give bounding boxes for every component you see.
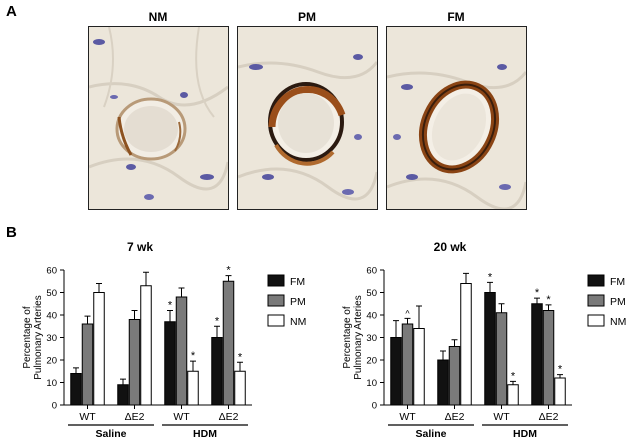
panel-a-label: A xyxy=(6,3,17,20)
group-label: Saline xyxy=(416,428,447,440)
y-tick-label: 60 xyxy=(46,266,57,277)
x-tick-label: WT xyxy=(493,411,510,423)
significance-mark: * xyxy=(488,271,493,283)
bar-chart-20wk: 0 10 20 30 40 50 60 Percentage of Pulmonary Arte… xyxy=(342,266,626,441)
y-tick-label: 60 xyxy=(366,266,377,277)
bar-fm xyxy=(531,303,543,406)
y-tick-label: 30 xyxy=(46,333,57,344)
y-axis-label-line1: Percentage of xyxy=(342,306,353,368)
y-tick-label: 0 xyxy=(372,401,377,412)
significance-mark: * xyxy=(511,370,516,382)
legend-swatch-pm xyxy=(267,294,285,307)
y-tick-label: 40 xyxy=(366,311,377,322)
bar-nm xyxy=(140,285,152,406)
y-axis-label-line2: Pulmonary Arteries xyxy=(353,295,364,379)
y-tick-label: 0 xyxy=(52,401,57,412)
bar-pm xyxy=(448,346,461,406)
y-tick-label: 10 xyxy=(366,378,377,389)
bar-fm xyxy=(70,373,82,406)
bar-fm xyxy=(437,359,449,406)
micrograph-fm xyxy=(386,26,527,210)
panel-b-label: B xyxy=(6,224,17,241)
significance-mark: * xyxy=(215,315,220,327)
bar-pm xyxy=(495,312,508,406)
y-axis-label-line1: Percentage of xyxy=(22,306,33,368)
bar-fm xyxy=(117,384,129,406)
legend-label-nm: NM xyxy=(290,316,306,328)
significance-mark: ^ xyxy=(405,308,410,318)
bar-pm xyxy=(401,323,414,406)
y-tick-label: 20 xyxy=(46,356,57,367)
bar-fm xyxy=(211,337,223,406)
legend-label-pm: PM xyxy=(290,296,306,308)
micrograph-title-fm: FM xyxy=(447,10,465,24)
group-label: HDM xyxy=(193,428,217,440)
x-tick-label: ΔE2 xyxy=(125,411,145,423)
chart-title-7wk: 7 wk xyxy=(126,240,153,254)
x-tick-label: WT xyxy=(399,411,416,423)
significance-mark: * xyxy=(168,300,173,312)
legend-label-fm: FM xyxy=(290,276,305,288)
legend-swatch-pm xyxy=(587,294,605,307)
bar-pm xyxy=(222,280,235,406)
micrograph-title-nm: NM xyxy=(148,10,168,24)
significance-mark: * xyxy=(535,287,540,299)
micrograph-pm-image xyxy=(238,27,377,209)
micrograph-fm-image xyxy=(387,27,526,209)
micrograph-title-pm: PM xyxy=(298,10,316,24)
significance-mark: * xyxy=(226,265,231,277)
significance-mark: * xyxy=(191,350,196,362)
legend-swatch-nm xyxy=(587,314,605,327)
bar-pm xyxy=(542,310,555,406)
bar-chart-7wk: 0 10 20 30 40 50 60 Percentage of Pulmonary Arte… xyxy=(22,265,306,440)
y-tick-label: 20 xyxy=(366,356,377,367)
group-label: HDM xyxy=(513,428,537,440)
bar-nm xyxy=(413,328,425,406)
group-label: Saline xyxy=(96,428,127,440)
y-tick-label: 30 xyxy=(366,333,377,344)
y-tick-label: 10 xyxy=(46,378,57,389)
bar-fm xyxy=(390,337,402,406)
micrograph-nm-image xyxy=(89,27,228,209)
bar-pm xyxy=(81,323,94,406)
x-tick-label: WT xyxy=(173,411,190,423)
chart-title-20wk: 20 wk xyxy=(433,240,467,254)
y-axis-label-line2: Pulmonary Arteries xyxy=(33,295,44,379)
bar-fm xyxy=(484,292,496,406)
bar-nm xyxy=(93,292,105,406)
significance-mark: * xyxy=(238,351,243,363)
legend-swatch-fm xyxy=(587,274,605,287)
micrograph-nm xyxy=(88,26,229,210)
x-tick-label: ΔE2 xyxy=(539,411,559,423)
significance-mark: * xyxy=(558,364,563,376)
y-tick-label: 50 xyxy=(46,288,57,299)
legend-label-nm: NM xyxy=(610,316,626,328)
legend-label-pm: PM xyxy=(610,296,626,308)
bar-nm xyxy=(460,283,472,406)
bar-fm xyxy=(164,321,176,406)
legend-swatch-nm xyxy=(267,314,285,327)
micrograph-pm xyxy=(237,26,378,210)
x-tick-label: ΔE2 xyxy=(445,411,465,423)
legend-swatch-fm xyxy=(267,274,285,287)
significance-mark: * xyxy=(546,294,551,306)
y-tick-label: 40 xyxy=(46,311,57,322)
bar-nm xyxy=(187,370,199,406)
x-tick-label: ΔE2 xyxy=(219,411,239,423)
x-tick-label: WT xyxy=(79,411,96,423)
bar-pm xyxy=(175,296,188,406)
bar-nm xyxy=(554,377,566,406)
bar-nm xyxy=(234,370,246,406)
legend-label-fm: FM xyxy=(610,276,625,288)
bar-nm xyxy=(507,384,519,406)
bar-pm xyxy=(128,319,141,406)
y-tick-label: 50 xyxy=(366,288,377,299)
